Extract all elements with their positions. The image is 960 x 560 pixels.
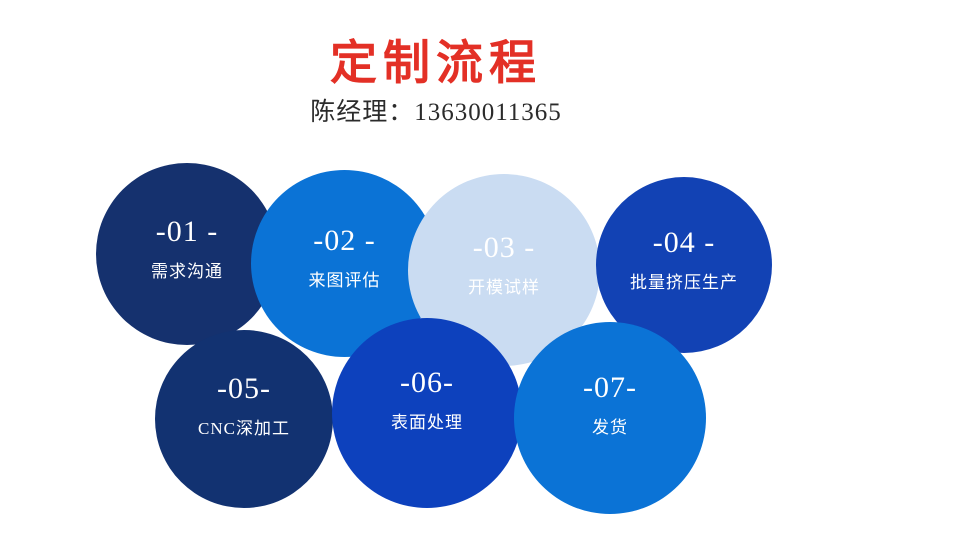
step-4-text: -04 - 批量挤压生产: [630, 225, 738, 292]
step-1-label: 需求沟通: [151, 261, 223, 281]
step-6-label: 表面处理: [391, 412, 463, 432]
step-5-label: CNC深加工: [198, 418, 290, 438]
step-7-number: -07-: [583, 370, 637, 404]
step-2-text: -02 - 来图评估: [308, 224, 381, 290]
step-circle-6: -06- 表面处理: [332, 318, 522, 508]
step-3-text: -03 - 开模试样: [468, 230, 540, 297]
step-7-text: -07- 发货: [583, 370, 637, 437]
step-circle-7: -07- 发货: [514, 322, 706, 514]
step-circle-1: -01 - 需求沟通: [96, 163, 278, 345]
step-5-text: -05- CNC深加工: [198, 371, 290, 438]
step-4-label: 批量挤压生产: [630, 272, 738, 292]
page-title: 定制流程: [330, 38, 542, 90]
step-2-label: 来图评估: [308, 271, 381, 290]
step-4-number: -04 -: [652, 225, 716, 259]
header: 定制流程 陈经理：13630011365: [0, 0, 872, 128]
step-7-label: 发货: [591, 417, 628, 437]
step-6-text: -06- 表面处理: [391, 365, 463, 432]
contact-line: 陈经理：13630011365: [310, 99, 562, 127]
step-6-number: -06-: [400, 365, 454, 399]
step-3-label: 开模试样: [468, 277, 540, 297]
step-1-number: -01 -: [155, 214, 219, 248]
step-1-text: -01 - 需求沟通: [151, 214, 223, 281]
step-2-number: -02 -: [313, 224, 376, 257]
step-5-number: -05-: [217, 371, 271, 405]
step-3-number: -03 -: [472, 230, 536, 264]
step-circle-5: -05- CNC深加工: [155, 330, 333, 508]
